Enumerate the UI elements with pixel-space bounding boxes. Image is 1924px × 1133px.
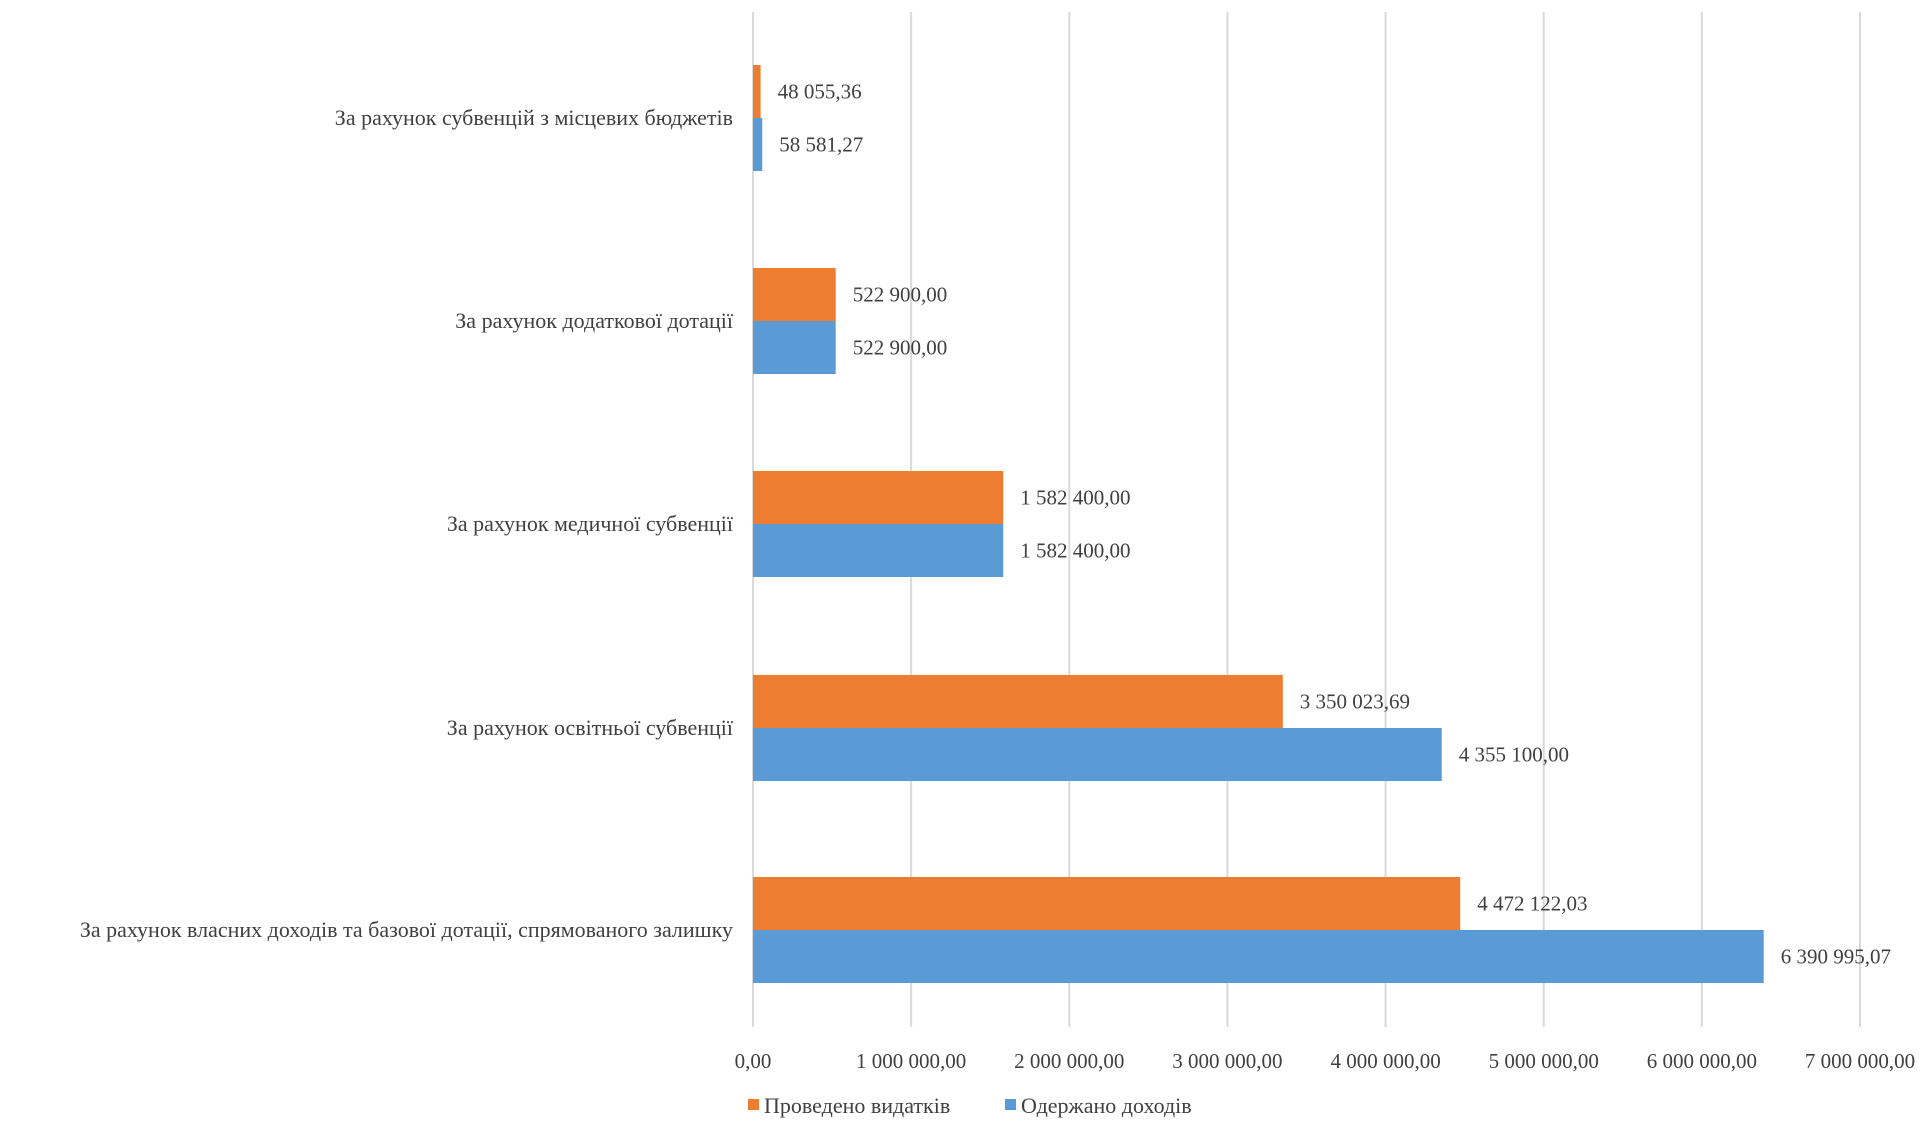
x-axis-tick-labels: 0,00 1 000 000,00 2 000 000,00 3 000 000,00… [735, 1049, 1916, 1073]
bar [753, 930, 1764, 983]
x-tick-label: 5 000 000,00 [1489, 1049, 1599, 1073]
category-label: За рахунок додаткової дотації [455, 308, 734, 333]
x-tick-label: 0,00 [735, 1049, 772, 1073]
bar [753, 321, 836, 374]
category-label: За рахунок субвенцій з місцевих бюджетів [335, 105, 733, 130]
category-label: За рахунок медичної субвенції [447, 511, 734, 536]
data-label: 4 472 122,03 [1477, 892, 1587, 916]
data-label: 522 900,00 [853, 283, 948, 307]
legend-swatch [1005, 1099, 1016, 1110]
legend-label: Проведено видатків [764, 1093, 950, 1118]
x-tick-label: 2 000 000,00 [1014, 1049, 1124, 1073]
data-label: 48 055,36 [778, 80, 862, 104]
bars [753, 65, 1764, 983]
category-label: За рахунок власних доходів та базової до… [80, 917, 733, 942]
x-tick-label: 1 000 000,00 [856, 1049, 966, 1073]
data-labels: 48 055,36 58 581,27 522 900,00 522 900,00 1 … [778, 80, 1891, 969]
data-label: 4 355 100,00 [1459, 743, 1569, 767]
data-label: 58 581,27 [779, 133, 863, 157]
bar [753, 268, 836, 321]
x-tick-label: 7 000 000,00 [1805, 1049, 1915, 1073]
bar [753, 877, 1461, 930]
data-label: 1 582 400,00 [1020, 539, 1130, 563]
bar [753, 118, 763, 171]
gridlines [752, 12, 1861, 1027]
data-label: 3 350 023,69 [1300, 690, 1410, 714]
x-tick-label: 3 000 000,00 [1172, 1049, 1282, 1073]
category-label: За рахунок освітньої субвенції [447, 715, 734, 740]
data-label: 1 582 400,00 [1020, 486, 1130, 510]
data-label: 6 390 995,07 [1781, 945, 1891, 969]
legend-label: Одержано доходів [1021, 1093, 1192, 1118]
bar [753, 65, 761, 118]
data-label: 522 900,00 [853, 336, 948, 360]
bar [753, 524, 1004, 577]
legend: Проведено видатків Одержано доходів [748, 1093, 1192, 1118]
bar [753, 471, 1004, 524]
category-labels: За рахунок субвенцій з місцевих бюджетів… [80, 105, 734, 942]
bar [753, 675, 1283, 728]
x-tick-label: 4 000 000,00 [1330, 1049, 1440, 1073]
legend-swatch [748, 1099, 759, 1110]
bar [753, 728, 1442, 781]
x-tick-label: 6 000 000,00 [1647, 1049, 1757, 1073]
